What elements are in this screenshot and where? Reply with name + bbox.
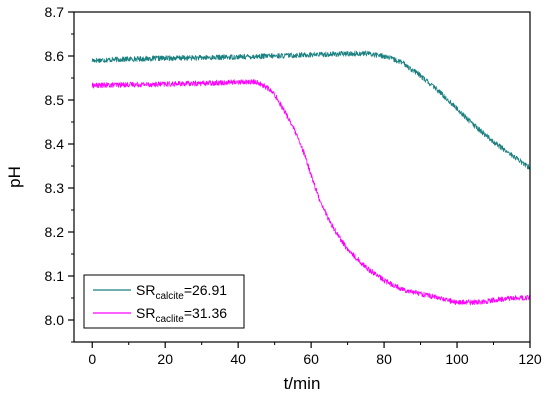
y-tick-label: 8.5 [45,92,65,108]
legend-box [83,274,245,329]
x-tick-label: 100 [445,351,469,367]
y-axis-title: pH [5,166,24,188]
legend-label-caclite: SRcaclite=31.36 [136,305,227,325]
x-axis-title: t/min [284,374,321,393]
y-tick-label: 8.4 [45,136,65,152]
x-tick-label: 40 [230,351,246,367]
y-tick-label: 8.3 [45,180,65,196]
y-tick-label: 8.0 [45,312,65,328]
series-line-caclite [91,79,531,306]
legend-sub-1: caclite [155,314,184,325]
x-tick-label: 80 [376,351,392,367]
legend-main-1: SR [136,305,155,321]
axis-layer: 0 20 40 60 80 100 120 8.0 8.1 8.2 8.3 8.4 8.5 8.6 8.7 [45,4,542,367]
x-tick-label: 20 [157,351,173,367]
legend-label-calcite: SRcalcite=26.91 [136,282,227,302]
series-line-calcite [91,50,531,170]
legend-sub-0: calcite [155,291,184,302]
x-tick-label: 0 [88,351,96,367]
plot-frame [73,11,531,343]
y-tick-label: 8.7 [45,4,65,20]
y-tick-label: 8.1 [45,268,65,284]
legend-value-0: =26.91 [184,282,227,298]
series-layer [91,50,531,306]
legend: SRcalcite=26.91 SRcaclite=31.36 [83,274,245,329]
legend-value-1: =31.36 [184,305,227,321]
y-tick-label: 8.2 [45,224,65,240]
x-tick-label: 60 [303,351,319,367]
legend-main-0: SR [136,282,155,298]
x-tick-label: 120 [518,351,542,367]
y-tick-label: 8.6 [45,48,65,64]
